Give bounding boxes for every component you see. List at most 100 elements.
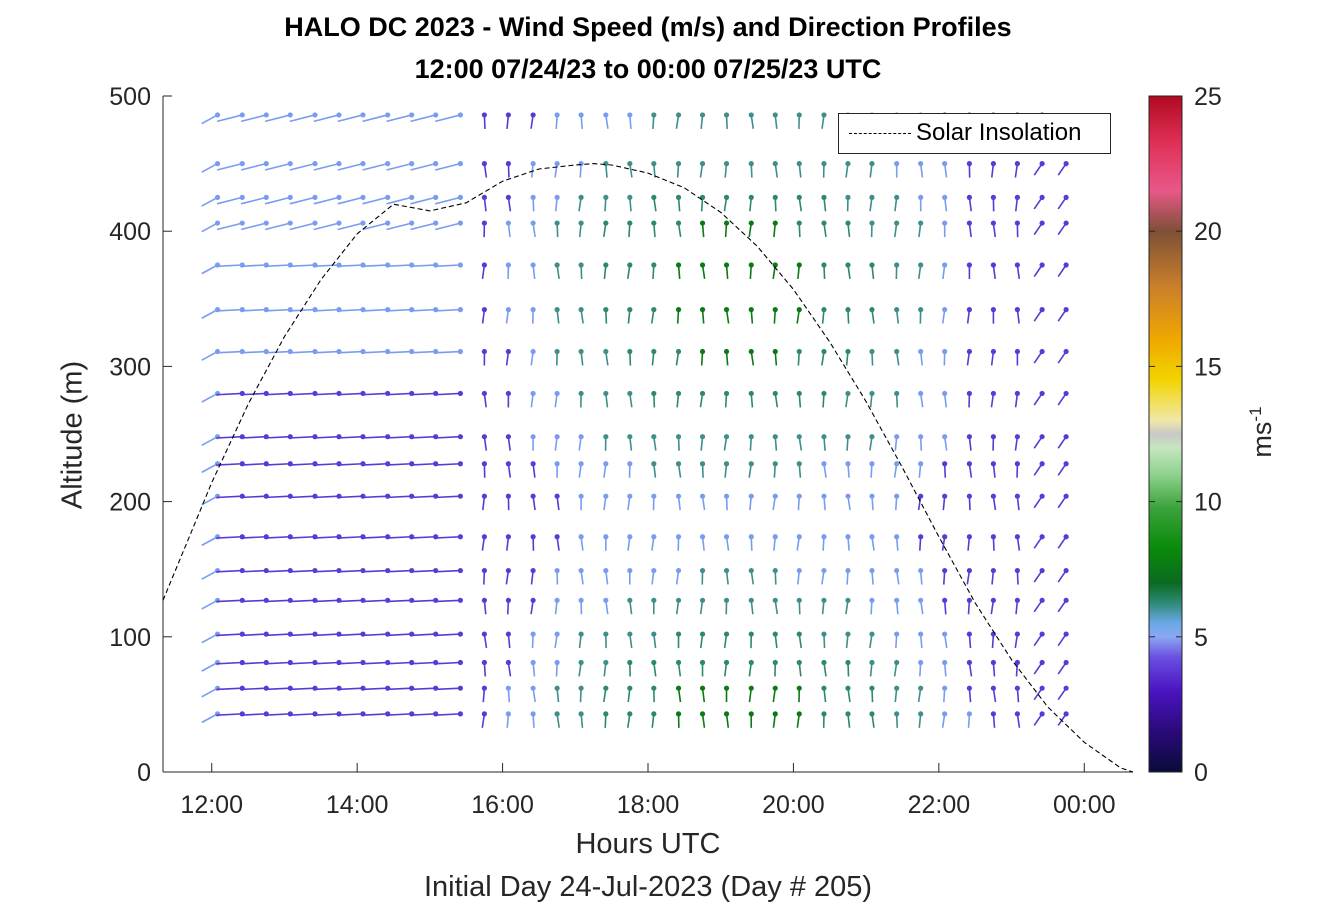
wind-barb [409, 308, 436, 312]
wind-barb-dot [748, 711, 754, 717]
wind-barb-dot [554, 262, 560, 268]
wind-barb-dot [869, 220, 875, 226]
wind-barb-dot [966, 659, 972, 666]
wind-barb-dot [1014, 567, 1020, 574]
wind-barb-dot [796, 659, 802, 666]
wind-barb-dot [990, 461, 996, 467]
wind-barb [240, 264, 267, 268]
wind-barb-dot [942, 534, 948, 540]
wind-barb-dot [530, 434, 536, 440]
wind-barb-dot [651, 631, 657, 637]
wind-barb-dot [894, 434, 900, 440]
wind-barb-dot [287, 112, 293, 118]
wind-barb-dot [796, 597, 802, 603]
colorbar [1148, 95, 1183, 773]
wind-barb-dot [821, 112, 827, 118]
wind-barb-dot [699, 220, 706, 226]
wind-barb-dot [336, 161, 342, 167]
wind-barb [264, 222, 291, 231]
colorbar-label: ms-1 [1246, 406, 1277, 458]
wind-barb [385, 713, 412, 716]
wind-barb-dot [627, 161, 633, 167]
x-tick-label: 22:00 [908, 791, 971, 819]
wind-barb-dot [1039, 307, 1045, 313]
wind-barb-dot [894, 597, 900, 603]
wind-barb-dot [433, 194, 439, 200]
wind-barb-dot [894, 348, 900, 355]
wind-barb [410, 222, 436, 231]
wind-barb-dot [651, 390, 657, 397]
wind-barb [434, 264, 461, 268]
wind-barb-dot [1039, 161, 1045, 167]
x-tick-label: 18:00 [617, 791, 680, 819]
wind-barb-dot [603, 461, 609, 467]
wind-barb-dot [772, 220, 778, 226]
legend-dashed-swatch [849, 133, 911, 134]
wind-barb [312, 462, 340, 466]
wind-barb-dot [651, 534, 657, 540]
wind-barb-dot [675, 307, 682, 313]
wind-barb-dot [675, 567, 682, 574]
wind-barb-dot [845, 348, 851, 355]
wind-barb [312, 535, 340, 539]
wind-barb-dot [821, 194, 827, 200]
wind-barb-dot [845, 631, 851, 637]
wind-barb-dot [603, 434, 609, 440]
wind-barb [240, 599, 267, 603]
wind-barb-dot [723, 390, 730, 397]
wind-barb [435, 114, 461, 123]
wind-barb-dot [796, 493, 802, 499]
wind-barb-dot [918, 711, 924, 717]
wind-barb [240, 350, 267, 354]
wind-barb [337, 162, 364, 171]
wind-barb-dot [603, 220, 609, 226]
wind-barb-dot [651, 307, 657, 313]
wind-barb-dot [385, 220, 391, 226]
wind-barb-dot [699, 262, 706, 268]
plot-axes [162, 95, 1133, 773]
wind-barb-dot [990, 307, 996, 313]
wind-barb-dot [748, 493, 754, 499]
wind-barb-dot [627, 461, 633, 467]
wind-barb-dot [772, 597, 778, 603]
wind-barb-dot [869, 493, 875, 499]
wind-barb [240, 687, 267, 691]
wind-barb-dot [627, 262, 633, 268]
wind-barb-dot [869, 194, 875, 200]
wind-barb-dot [845, 534, 851, 540]
wind-barb [337, 196, 364, 205]
legend-label: Solar Insolation [916, 119, 1082, 146]
wind-barb-dot [457, 434, 463, 440]
wind-barb-dot [894, 711, 900, 717]
wind-barb [312, 392, 340, 396]
wind-barb [312, 599, 340, 603]
wind-barb-dot [457, 194, 463, 200]
wind-barb-dot [845, 461, 851, 467]
wind-barb-dot [603, 307, 609, 313]
wind-barb-dot [530, 112, 536, 118]
wind-barb [386, 196, 412, 205]
wind-barb [264, 569, 291, 573]
wind-barb-dot [675, 711, 682, 717]
wind-barb-dot [530, 161, 536, 167]
wind-barb-dot [554, 461, 560, 467]
wind-barb-dot [796, 262, 802, 268]
wind-barb [336, 435, 364, 439]
y-axis-label: Altitude (m) [56, 360, 89, 510]
wind-barb-dot [603, 390, 609, 397]
wind-barb-dot [554, 597, 560, 603]
y-tick-label: 0 [137, 759, 151, 787]
wind-barb [201, 264, 218, 275]
wind-barb-dot [699, 161, 706, 167]
wind-barb [434, 435, 461, 439]
wind-barb-dot [723, 112, 730, 118]
wind-barb [361, 495, 388, 499]
wind-barb-dot [990, 262, 996, 268]
wind-barb-dot [1039, 597, 1045, 603]
wind-barb-dot [457, 597, 463, 603]
wind-barb [313, 196, 340, 205]
wind-barb-dot [894, 220, 900, 226]
wind-barb-dot [578, 685, 584, 691]
wind-barb-dot [675, 493, 682, 499]
wind-barb-dot [627, 685, 633, 691]
